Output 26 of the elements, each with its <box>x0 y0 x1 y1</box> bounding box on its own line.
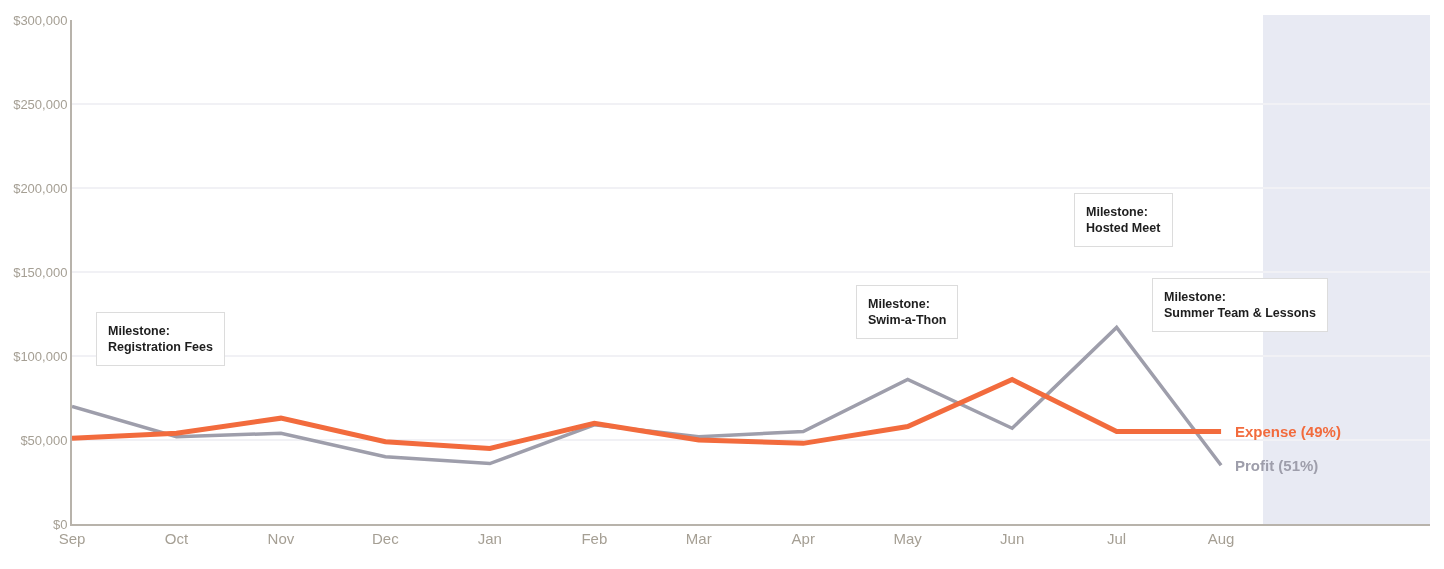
x-tick-label: Jul <box>1107 530 1127 547</box>
y-tick-label: $50,000 <box>20 432 68 448</box>
y-tick-label: $250,000 <box>13 96 68 112</box>
x-tick-label: Apr <box>791 530 815 547</box>
y-tick-label: $150,000 <box>13 264 68 280</box>
series-label: Expense (49%) <box>1235 423 1341 440</box>
annotation: Milestone: Registration Fees <box>108 324 213 355</box>
x-tick-label: Nov <box>267 530 295 547</box>
annotation: Milestone: Summer Team & Lessons <box>1164 290 1316 321</box>
y-tick-label: $200,000 <box>13 180 68 196</box>
x-tick-label: Aug <box>1207 530 1235 547</box>
x-tick-label: Feb <box>581 530 608 547</box>
x-tick-label: Oct <box>164 530 189 547</box>
x-tick-label: Mar <box>685 530 712 547</box>
x-tick-label: Jun <box>1000 530 1025 547</box>
series-label: Profit (51%) <box>1235 457 1319 474</box>
x-tick-label: Jan <box>477 530 502 547</box>
x-tick-label: Sep <box>58 530 86 547</box>
y-tick-label: $100,000 <box>13 348 68 364</box>
y-tick-label: $0 <box>52 516 68 532</box>
annotation: Milestone: Hosted Meet <box>1086 205 1162 236</box>
y-tick-label: $300,000 <box>13 12 68 28</box>
annotation: Milestone: Swim-a-Thon <box>868 297 947 328</box>
line-series <box>72 325 1223 467</box>
x-tick-label: Dec <box>372 530 400 547</box>
x-tick-label: May <box>893 530 923 547</box>
